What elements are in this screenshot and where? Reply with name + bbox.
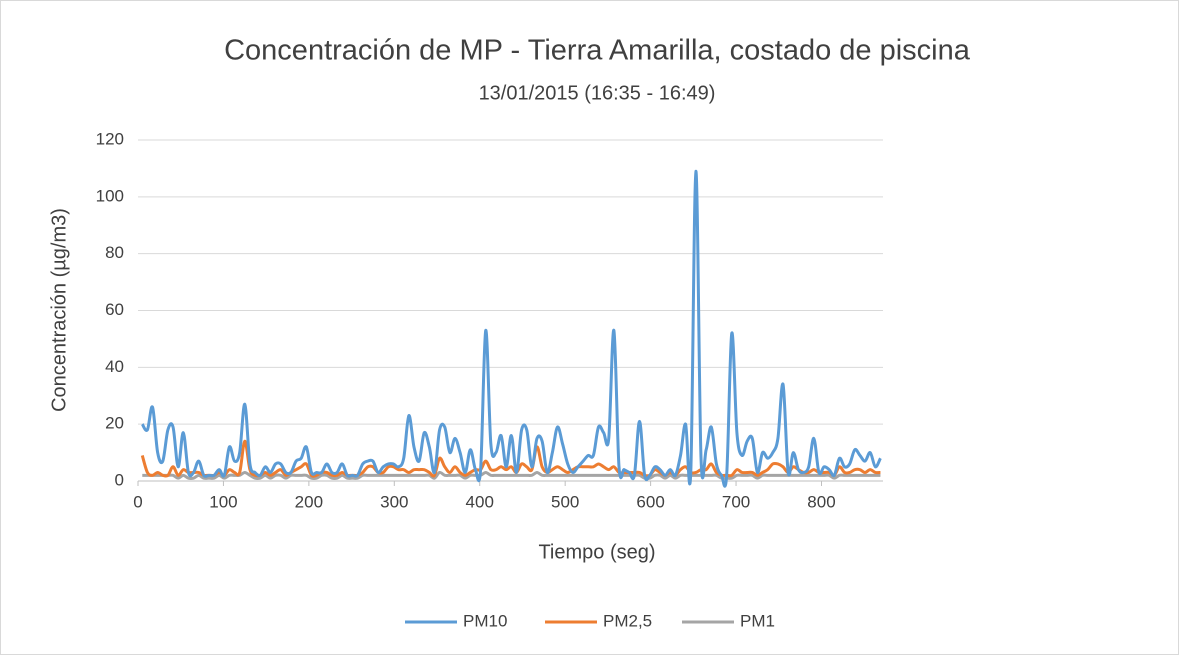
y-tick-label: 80	[105, 243, 124, 262]
x-tick-label: 100	[209, 492, 237, 511]
y-tick-label: 60	[105, 300, 124, 319]
chart-title: Concentración de MP - Tierra Amarilla, c…	[224, 35, 971, 67]
x-tick-label: 500	[551, 492, 579, 511]
legend-label: PM1	[740, 611, 775, 630]
x-tick-label: 0	[133, 492, 142, 511]
series-line	[142, 470, 881, 481]
series-line	[140, 439, 881, 478]
x-tick-label: 200	[295, 492, 323, 511]
y-tick-label: 40	[105, 357, 124, 376]
x-tick-label: 600	[636, 492, 664, 511]
x-axis-label: Tiempo (seg)	[538, 541, 655, 563]
y-tick-label: 20	[105, 414, 124, 433]
y-tick-label: 0	[115, 470, 124, 489]
series-line	[141, 169, 882, 488]
x-tick-label: 700	[722, 492, 750, 511]
legend-label: PM10	[463, 611, 507, 630]
y-axis-label: Concentración (µg/m3)	[48, 208, 70, 412]
x-tick-label: 300	[380, 492, 408, 511]
x-tick-label: 800	[807, 492, 835, 511]
chart-subtitle: 13/01/2015 (16:35 - 16:49)	[479, 82, 716, 104]
legend-label: PM2,5	[603, 611, 652, 630]
y-tick-label: 100	[96, 186, 124, 205]
x-tick-label: 400	[466, 492, 494, 511]
y-tick-label: 120	[96, 129, 124, 148]
